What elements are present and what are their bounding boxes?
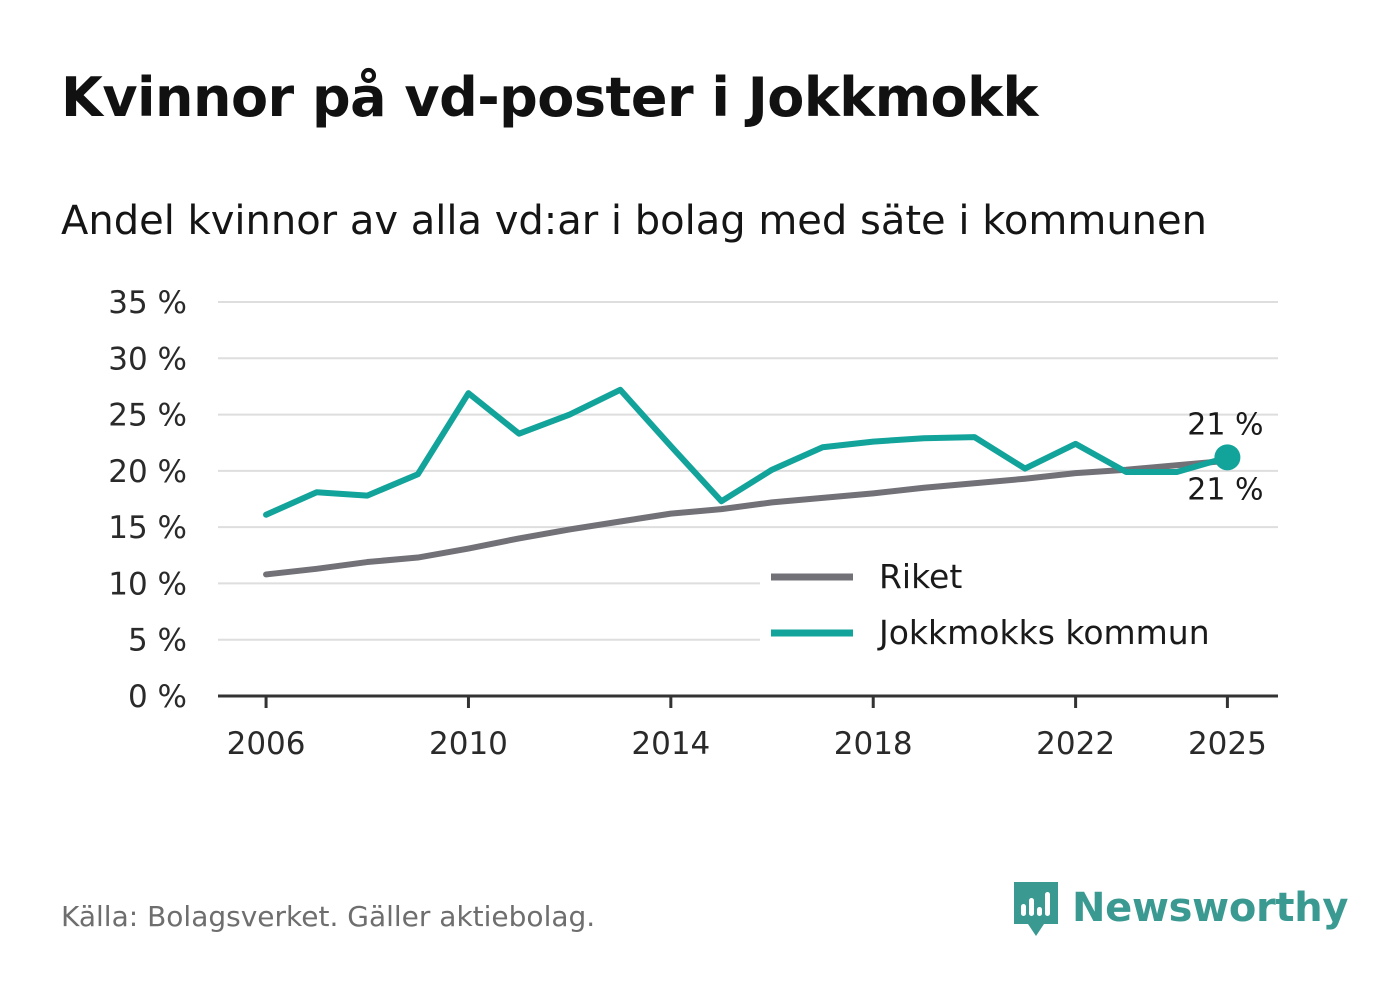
end-value-label: 21 % — [1187, 473, 1263, 508]
x-tick-label: 2025 — [1188, 726, 1267, 762]
series-line-jokkmokk — [263, 386, 1231, 518]
y-tick-label: 25 % — [108, 398, 187, 434]
newsworthy-logo-icon — [1014, 882, 1058, 936]
end-value-label: 21 % — [1187, 407, 1263, 442]
legend-label: Riket — [879, 557, 962, 596]
y-tick-label: 10 % — [108, 566, 187, 602]
x-tick-label: 2006 — [227, 726, 306, 762]
y-tick-label: 5 % — [128, 623, 187, 659]
y-tick-label: 30 % — [108, 341, 187, 377]
x-tick-label: 2022 — [1036, 726, 1115, 762]
endpoint-marker — [1214, 444, 1241, 471]
series-line-riket — [263, 457, 1231, 578]
newsworthy-logo: Newsworthy — [1010, 878, 1349, 938]
legend-label: Jokkmokks kommun — [877, 613, 1210, 652]
brand-name: Newsworthy — [1072, 885, 1349, 931]
y-tick-label: 0 % — [128, 679, 187, 715]
x-tick-label: 2010 — [429, 726, 508, 762]
source-note: Källa: Bolagsverket. Gäller aktiebolag. — [61, 900, 596, 933]
chart-title: Kvinnor på vd-poster i Jokkmokk — [61, 66, 1038, 129]
chart-subtitle: Andel kvinnor av alla vd:ar i bolag med … — [61, 198, 1207, 244]
y-tick-label: 35 % — [108, 285, 187, 321]
y-tick-label: 20 % — [108, 454, 187, 490]
x-tick-label: 2014 — [631, 726, 710, 762]
x-tick-label: 2018 — [834, 726, 913, 762]
y-tick-label: 15 % — [108, 510, 187, 546]
